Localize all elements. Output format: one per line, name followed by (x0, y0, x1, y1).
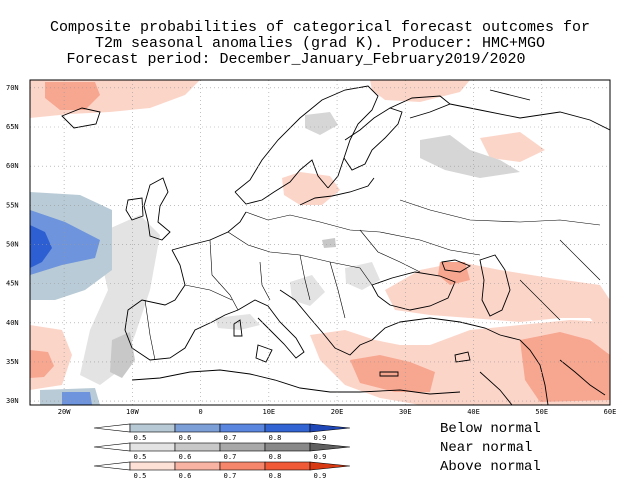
legend-tick-label: 0.9 (314, 434, 327, 442)
legend: 0.5 0.6 0.7 0.8 0.90.5 0.6 0.7 0.8 0.90.5 0.6 0.7 0… (93, 423, 351, 480)
below-normal-region-atlantic-core (30, 225, 52, 268)
legend-bar-segment (219, 461, 266, 471)
legend-bar-segment (174, 461, 221, 471)
legend-bar-segment (264, 423, 311, 433)
lat-label: 60N (6, 162, 19, 170)
above-normal-region-aegean-core (350, 355, 435, 392)
lon-label: 60E (604, 408, 617, 416)
lat-label: 65N (6, 123, 19, 131)
near-normal-region-russia (420, 135, 520, 178)
near-normal-region-belarus (322, 238, 336, 248)
lat-label: 40N (6, 319, 19, 327)
title-line-2: T2m seasonal anomalies (grad K). Produce… (94, 35, 546, 52)
probability-shading (30, 80, 610, 405)
lon-label: 10W (126, 408, 139, 416)
lon-label: 40E (467, 408, 480, 416)
near-normal-region-atlantic (80, 215, 160, 385)
longitude-labels: 20W 10W 0 10E 20E 30E 40E 50E 60E (58, 408, 617, 416)
legend-bar-left-arrow (93, 442, 131, 452)
title-line-3: Forecast period: December_January_Februa… (66, 51, 526, 68)
lon-label: 0 (198, 408, 202, 416)
legend-bar-right-arrow (309, 442, 351, 452)
legend-tick-label: 0.6 (179, 434, 192, 442)
legend-bar-segment (174, 423, 221, 433)
map-frame (29, 79, 611, 406)
lat-label: 70N (6, 84, 19, 92)
legend-tick-label: 0.5 (134, 434, 147, 442)
lon-label: 50E (535, 408, 548, 416)
above-normal-region-black-sea (385, 262, 610, 322)
legend-tick-label: 0.6 (179, 453, 192, 461)
lon-label: 20E (331, 408, 344, 416)
legend-bar: 0.5 0.6 0.7 0.8 0.9 (93, 461, 351, 480)
legend-bar-left-arrow (93, 423, 131, 433)
lat-label: 30N (6, 397, 19, 405)
legend-tick-label: 0.8 (269, 472, 282, 480)
legend-bar: 0.5 0.6 0.7 0.8 0.9 (93, 423, 351, 442)
lat-label: 55N (6, 201, 19, 209)
lon-label: 10E (262, 408, 275, 416)
lat-label: 35N (6, 358, 19, 366)
below-normal-region-africa-core (62, 392, 92, 405)
legend-tick-label: 0.8 (269, 434, 282, 442)
legend-label-near-normal: Near normal (440, 440, 533, 456)
graticule (30, 80, 611, 405)
legend-bar-segment (129, 461, 176, 471)
legend-bar-segment (129, 423, 176, 433)
legend-tick-label: 0.9 (314, 453, 327, 461)
coastlines (61, 85, 610, 405)
legend-tick-label: 0.7 (224, 472, 237, 480)
lat-label: 45N (6, 280, 19, 288)
above-normal-region-north-atlantic-core (45, 82, 100, 110)
above-normal-region-far-east (590, 315, 610, 340)
legend-bar: 0.5 0.6 0.7 0.8 0.9 (93, 442, 351, 461)
above-normal-region-caucasus-core (438, 262, 470, 285)
latitude-labels: 70N 65N 60N 55N 50N 45N 40N 35N 30N (6, 84, 19, 405)
below-normal-region-atlantic-medium (30, 210, 100, 275)
legend-bar-segment (174, 442, 221, 452)
legend-bar-segment (219, 423, 266, 433)
legend-bar-segment (129, 442, 176, 452)
legend-bar-left-arrow (93, 461, 131, 471)
legend-tick-label: 0.6 (179, 472, 192, 480)
near-normal-region-arctic (305, 112, 338, 135)
legend-label-below-normal: Below normal (440, 421, 541, 437)
legend-tick-label: 0.7 (224, 453, 237, 461)
legend-bar-right-arrow (309, 423, 351, 433)
above-normal-region-levant-core (520, 332, 610, 402)
near-normal-region-moldova (345, 262, 380, 290)
legend-tick-label: 0.5 (134, 472, 147, 480)
lon-label: 20W (58, 408, 71, 416)
above-normal-region-iberia-core (30, 350, 54, 378)
legend-label-above-normal: Above normal (440, 459, 541, 475)
lat-label: 50N (6, 240, 19, 248)
legend-tick-label: 0.7 (224, 434, 237, 442)
legend-tick-label: 0.9 (314, 472, 327, 480)
above-normal-region-scandinavia (370, 80, 470, 102)
legend-tick-label: 0.5 (134, 453, 147, 461)
legend-tick-label: 0.8 (269, 453, 282, 461)
legend-bar-segment (264, 442, 311, 452)
legend-bar-segment (219, 442, 266, 452)
borders (144, 199, 601, 361)
lon-label: 30E (399, 408, 412, 416)
legend-bar-segment (264, 461, 311, 471)
near-normal-region-atlantic-core (110, 332, 135, 378)
legend-bar-right-arrow (309, 461, 351, 471)
title-line-1: Composite probabilities of categorical f… (49, 19, 591, 36)
above-normal-region-barents (480, 132, 545, 162)
